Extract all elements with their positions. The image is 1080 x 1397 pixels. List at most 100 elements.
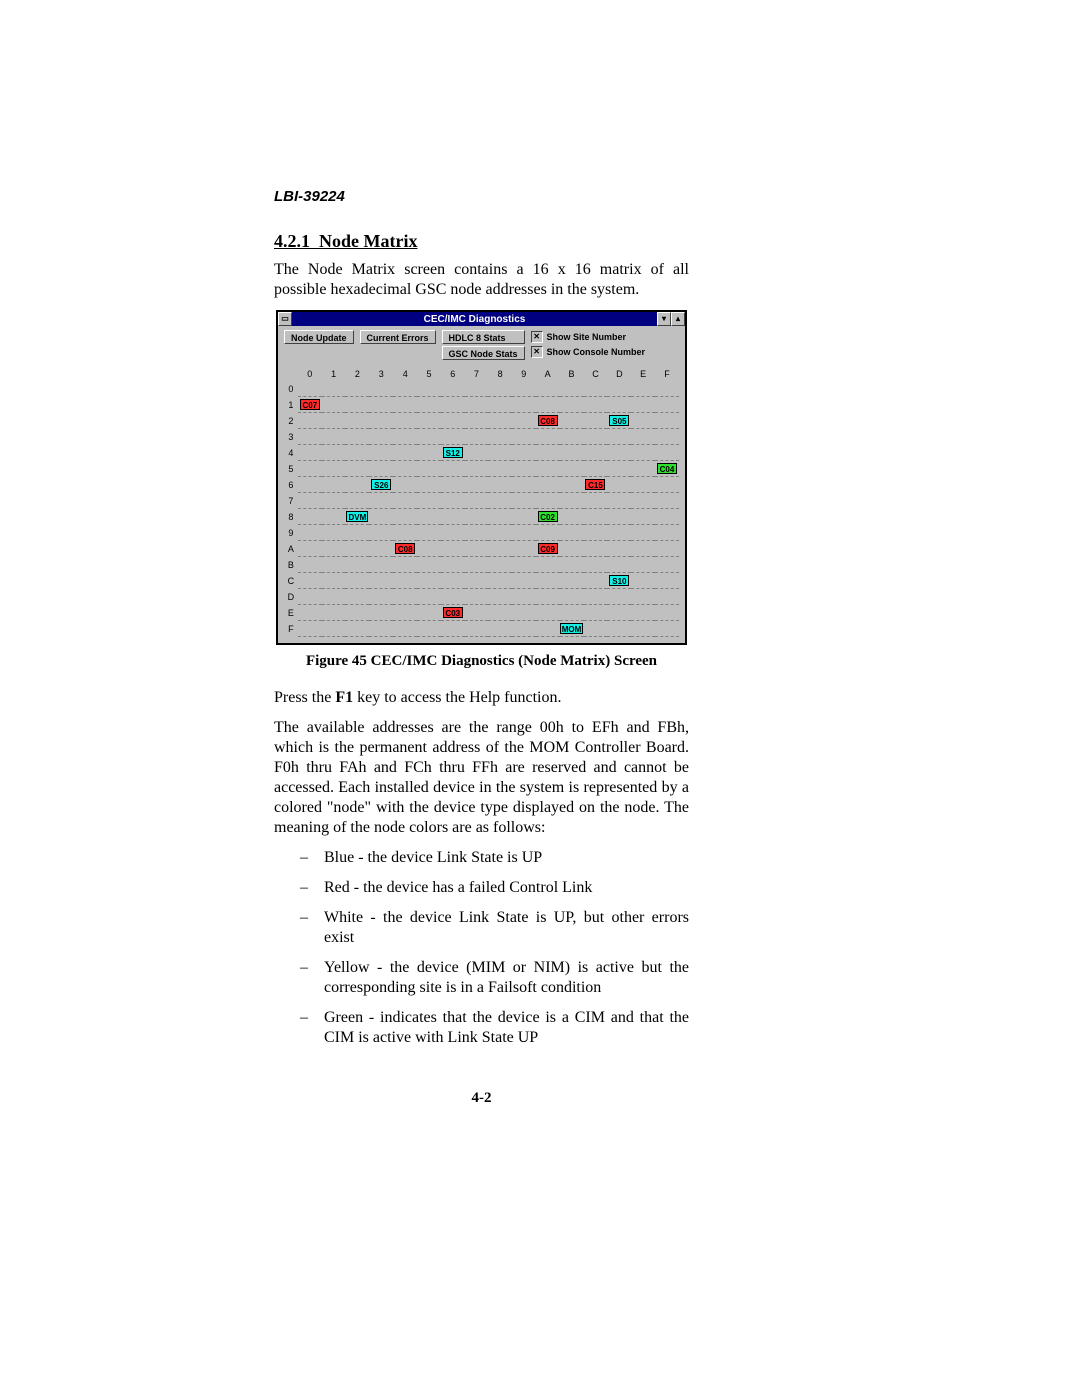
node-s05[interactable]: S05 xyxy=(609,415,629,426)
matrix-cell xyxy=(369,461,393,477)
matrix-cell xyxy=(345,493,369,509)
matrix-cell xyxy=(512,397,536,413)
matrix-cell xyxy=(631,477,655,493)
matrix-cell xyxy=(488,509,512,525)
matrix-cell xyxy=(607,445,631,461)
node-c08[interactable]: C08 xyxy=(395,543,415,554)
legend-text: Green - indicates that the device is a C… xyxy=(324,1008,689,1048)
matrix-cell xyxy=(322,397,346,413)
node-c09[interactable]: C09 xyxy=(538,543,558,554)
matrix-cell xyxy=(584,429,608,445)
node-dvm[interactable]: DVM xyxy=(346,511,368,522)
show-console-checkbox[interactable]: ✕ Show Console Number xyxy=(531,346,646,358)
matrix-cell xyxy=(369,509,393,525)
dash-icon: – xyxy=(300,878,324,898)
node-s26[interactable]: S26 xyxy=(371,479,391,490)
matrix-cell xyxy=(560,493,584,509)
matrix-cell xyxy=(322,509,346,525)
matrix-cell xyxy=(584,493,608,509)
matrix-cell xyxy=(345,445,369,461)
matrix-cell xyxy=(369,413,393,429)
node-c07[interactable]: C07 xyxy=(300,399,320,410)
matrix-cell xyxy=(536,573,560,589)
matrix-cell xyxy=(417,605,441,621)
matrix-cell xyxy=(393,461,417,477)
matrix-cell xyxy=(488,573,512,589)
matrix-cell xyxy=(607,621,631,637)
matrix-cell xyxy=(655,509,679,525)
matrix-cell xyxy=(631,381,655,397)
matrix-cell xyxy=(417,413,441,429)
matrix-cell: S10 xyxy=(607,573,631,589)
node-c08[interactable]: C08 xyxy=(538,415,558,426)
node-c02[interactable]: C02 xyxy=(538,511,558,522)
matrix-cell xyxy=(441,397,465,413)
matrix-cell xyxy=(441,557,465,573)
matrix-cell xyxy=(560,445,584,461)
matrix-cell xyxy=(584,589,608,605)
matrix-cell xyxy=(298,477,322,493)
matrix-cell xyxy=(298,413,322,429)
matrix-cell xyxy=(584,605,608,621)
current-errors-button[interactable]: Current Errors xyxy=(360,330,436,344)
matrix-cell xyxy=(441,493,465,509)
matrix-cell xyxy=(631,589,655,605)
matrix-cell xyxy=(560,589,584,605)
matrix-cell xyxy=(393,477,417,493)
column-header: 1 xyxy=(322,366,346,381)
matrix-cell xyxy=(488,541,512,557)
matrix-cell xyxy=(465,557,489,573)
gsc-node-stats-button[interactable]: GSC Node Stats xyxy=(442,346,525,360)
matrix-cell xyxy=(298,605,322,621)
matrix-cell xyxy=(441,477,465,493)
node-s12[interactable]: S12 xyxy=(443,447,463,458)
matrix-cell xyxy=(488,397,512,413)
matrix-cell xyxy=(441,381,465,397)
matrix-cell xyxy=(298,493,322,509)
matrix-cell xyxy=(584,381,608,397)
matrix-cell xyxy=(584,621,608,637)
node-c15[interactable]: C15 xyxy=(585,479,605,490)
matrix-cell xyxy=(465,477,489,493)
section-title-text: Node Matrix xyxy=(319,231,417,251)
matrix-cell xyxy=(512,573,536,589)
hdlc-stats-button[interactable]: HDLC 8 Stats xyxy=(442,330,525,344)
matrix-cell xyxy=(369,621,393,637)
matrix-cell xyxy=(369,589,393,605)
legend-text: Blue - the device Link State is UP xyxy=(324,848,689,868)
matrix-cell xyxy=(369,445,393,461)
section-number: 4.2.1 xyxy=(274,231,310,251)
matrix-cell xyxy=(655,477,679,493)
legend-item: –White - the device Link State is UP, bu… xyxy=(300,908,689,948)
node-mom[interactable]: MOM xyxy=(560,623,584,634)
matrix-cell xyxy=(393,445,417,461)
node-matrix: 0123456789ABCDEF01C072C08S0534S125C046S2… xyxy=(278,362,685,643)
matrix-cell xyxy=(298,573,322,589)
node-c03[interactable]: C03 xyxy=(443,607,463,618)
matrix-cell xyxy=(298,381,322,397)
system-menu-icon[interactable]: ▭ xyxy=(278,312,292,326)
node-update-button[interactable]: Node Update xyxy=(284,330,354,344)
maximize-icon[interactable]: ▴ xyxy=(671,312,685,326)
matrix-cell xyxy=(512,541,536,557)
matrix-cell xyxy=(584,397,608,413)
node-s10[interactable]: S10 xyxy=(609,575,629,586)
row-header: E xyxy=(284,605,298,621)
matrix-cell xyxy=(345,525,369,541)
matrix-cell xyxy=(369,493,393,509)
matrix-cell xyxy=(417,397,441,413)
matrix-cell xyxy=(512,589,536,605)
matrix-cell xyxy=(322,381,346,397)
matrix-cell xyxy=(393,589,417,605)
matrix-cell xyxy=(584,413,608,429)
node-c04[interactable]: C04 xyxy=(657,463,677,474)
minimize-icon[interactable]: ▾ xyxy=(657,312,671,326)
show-site-checkbox[interactable]: ✕ Show Site Number xyxy=(531,331,646,343)
matrix-cell xyxy=(631,605,655,621)
matrix-cell xyxy=(417,557,441,573)
matrix-cell xyxy=(536,605,560,621)
address-paragraph: The available addresses are the range 00… xyxy=(274,718,689,838)
matrix-cell xyxy=(441,429,465,445)
matrix-cell xyxy=(584,461,608,477)
matrix-cell xyxy=(607,397,631,413)
